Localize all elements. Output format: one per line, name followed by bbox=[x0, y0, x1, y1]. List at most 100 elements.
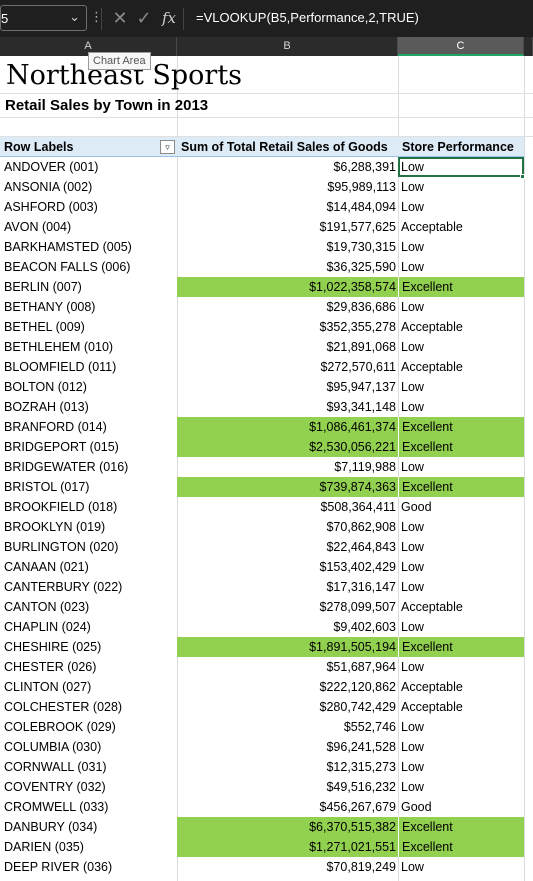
town-cell[interactable]: CANTON (023) bbox=[4, 600, 90, 614]
town-cell[interactable]: CORNWALL (031) bbox=[4, 760, 107, 774]
performance-cell[interactable]: Excellent bbox=[398, 477, 524, 497]
sales-cell[interactable]: $280,742,429 bbox=[319, 700, 396, 714]
town-cell[interactable]: ANDOVER (001) bbox=[4, 160, 99, 174]
sales-cell[interactable]: $19,730,315 bbox=[326, 240, 396, 254]
sales-cell[interactable]: $70,819,249 bbox=[326, 860, 396, 874]
performance-cell[interactable]: Low bbox=[401, 620, 424, 634]
sales-cell[interactable]: $1,891,505,194 bbox=[177, 637, 398, 657]
performance-cell[interactable]: Low bbox=[401, 180, 424, 194]
performance-cell[interactable]: Low bbox=[401, 540, 424, 554]
town-cell[interactable]: DARIEN (035) bbox=[4, 840, 84, 854]
title-row[interactable]: Northeast Sports bbox=[0, 56, 533, 94]
sales-cell[interactable]: $93,341,148 bbox=[326, 400, 396, 414]
sales-cell[interactable]: $1,086,461,374 bbox=[177, 417, 398, 437]
town-cell[interactable]: BOZRAH (013) bbox=[4, 400, 89, 414]
performance-cell[interactable]: Low bbox=[401, 340, 424, 354]
sales-cell[interactable]: $21,891,068 bbox=[326, 340, 396, 354]
performance-cell[interactable]: Acceptable bbox=[401, 600, 463, 614]
sales-cell[interactable]: $278,099,507 bbox=[319, 600, 396, 614]
performance-cell[interactable]: Low bbox=[401, 460, 424, 474]
check-icon[interactable]: ✓ bbox=[136, 8, 152, 28]
town-cell[interactable]: BETHEL (009) bbox=[4, 320, 85, 334]
column-header-a[interactable]: A bbox=[0, 37, 177, 56]
town-cell[interactable]: COLUMBIA (030) bbox=[4, 740, 102, 754]
sales-cell[interactable]: $153,402,429 bbox=[319, 560, 396, 574]
sales-cell[interactable]: $552,746 bbox=[343, 720, 396, 734]
sales-cell[interactable]: $14,484,094 bbox=[326, 200, 396, 214]
performance-cell[interactable]: Low bbox=[401, 760, 424, 774]
performance-cell[interactable]: Low bbox=[401, 780, 424, 794]
name-box[interactable]: 5 ⌄ bbox=[0, 5, 87, 31]
row-labels-header[interactable]: Row Labels bbox=[4, 140, 74, 154]
town-cell[interactable]: ANSONIA (002) bbox=[4, 180, 93, 194]
performance-cell[interactable]: Low bbox=[401, 580, 424, 594]
performance-cell[interactable]: Excellent bbox=[398, 277, 524, 297]
sales-cell[interactable]: $95,947,137 bbox=[326, 380, 396, 394]
performance-cell[interactable]: Low bbox=[401, 260, 424, 274]
town-cell[interactable]: BOLTON (012) bbox=[4, 380, 87, 394]
sales-cell[interactable]: $29,836,686 bbox=[326, 300, 396, 314]
performance-cell[interactable]: Excellent bbox=[398, 817, 524, 837]
town-cell[interactable]: DANBURY (034) bbox=[4, 820, 98, 834]
performance-cell[interactable]: Good bbox=[401, 500, 432, 514]
performance-cell[interactable]: Excellent bbox=[398, 417, 524, 437]
sales-cell[interactable]: $95,989,113 bbox=[327, 180, 396, 194]
town-cell[interactable]: BETHANY (008) bbox=[4, 300, 96, 314]
cancel-icon[interactable]: ✕ bbox=[112, 8, 128, 28]
sales-cell[interactable]: $51,687,964 bbox=[326, 660, 396, 674]
performance-cell[interactable]: Low bbox=[398, 157, 524, 177]
performance-cell[interactable]: Low bbox=[401, 720, 424, 734]
column-header-c[interactable]: C bbox=[398, 37, 524, 56]
blank-row[interactable] bbox=[0, 118, 533, 137]
sales-cell[interactable]: $508,364,411 bbox=[320, 500, 396, 514]
town-cell[interactable]: CANTERBURY (022) bbox=[4, 580, 123, 594]
town-cell[interactable]: BRISTOL (017) bbox=[4, 480, 90, 494]
performance-cell[interactable]: Acceptable bbox=[401, 320, 463, 334]
performance-cell[interactable]: Acceptable bbox=[401, 220, 463, 234]
sales-cell[interactable]: $7,119,988 bbox=[334, 460, 396, 474]
town-cell[interactable]: AVON (004) bbox=[4, 220, 72, 234]
more-options-icon[interactable]: ⋮ bbox=[90, 9, 103, 24]
performance-cell[interactable]: Low bbox=[401, 860, 424, 874]
sales-cell[interactable]: $222,120,862 bbox=[319, 680, 396, 694]
sales-cell[interactable]: $272,570,611 bbox=[320, 360, 396, 374]
formula-input[interactable]: =VLOOKUP(B5,Performance,2,TRUE) bbox=[190, 5, 533, 31]
town-cell[interactable]: BURLINGTON (020) bbox=[4, 540, 119, 554]
sales-cell[interactable]: $1,022,358,574 bbox=[177, 277, 398, 297]
sales-cell[interactable]: $12,315,273 bbox=[326, 760, 396, 774]
town-cell[interactable]: CANAAN (021) bbox=[4, 560, 89, 574]
town-cell[interactable]: BROOKFIELD (018) bbox=[4, 500, 118, 514]
performance-cell[interactable]: Excellent bbox=[398, 637, 524, 657]
chevron-down-icon[interactable]: ⌄ bbox=[69, 9, 80, 24]
column-header-b[interactable]: B bbox=[177, 37, 398, 56]
town-cell[interactable]: BERLIN (007) bbox=[4, 280, 82, 294]
performance-cell[interactable]: Low bbox=[401, 300, 424, 314]
sales-cell[interactable]: $70,862,908 bbox=[326, 520, 396, 534]
town-cell[interactable]: COLCHESTER (028) bbox=[4, 700, 123, 714]
sales-cell[interactable]: $96,241,528 bbox=[326, 740, 396, 754]
performance-cell[interactable]: Low bbox=[401, 520, 424, 534]
performance-cell[interactable]: Acceptable bbox=[401, 680, 463, 694]
store-performance-header[interactable]: Store Performance bbox=[402, 140, 514, 154]
sales-cell[interactable]: $6,370,515,382 bbox=[177, 817, 398, 837]
performance-cell[interactable]: Low bbox=[401, 660, 424, 674]
town-cell[interactable]: CLINTON (027) bbox=[4, 680, 92, 694]
insert-function-icon[interactable]: fx bbox=[161, 9, 176, 27]
town-cell[interactable]: BLOOMFIELD (011) bbox=[4, 360, 117, 374]
sales-cell[interactable]: $456,267,679 bbox=[319, 800, 396, 814]
town-cell[interactable]: BEACON FALLS (006) bbox=[4, 260, 131, 274]
performance-cell[interactable]: Low bbox=[401, 740, 424, 754]
town-cell[interactable]: CHAPLIN (024) bbox=[4, 620, 91, 634]
sales-cell[interactable]: $1,271,021,551 bbox=[177, 837, 398, 857]
sales-cell[interactable]: $9,402,603 bbox=[333, 620, 396, 634]
town-cell[interactable]: BROOKLYN (019) bbox=[4, 520, 106, 534]
town-cell[interactable]: BRANFORD (014) bbox=[4, 420, 107, 434]
town-cell[interactable]: COLEBROOK (029) bbox=[4, 720, 116, 734]
performance-cell[interactable]: Acceptable bbox=[401, 360, 463, 374]
sales-cell[interactable]: $739,874,363 bbox=[177, 477, 398, 497]
town-cell[interactable]: BETHLEHEM (010) bbox=[4, 340, 114, 354]
sum-sales-header[interactable]: Sum of Total Retail Sales of Goods bbox=[181, 140, 388, 154]
sales-cell[interactable]: $17,316,147 bbox=[326, 580, 396, 594]
town-cell[interactable]: COVENTRY (032) bbox=[4, 780, 106, 794]
town-cell[interactable]: ASHFORD (003) bbox=[4, 200, 98, 214]
